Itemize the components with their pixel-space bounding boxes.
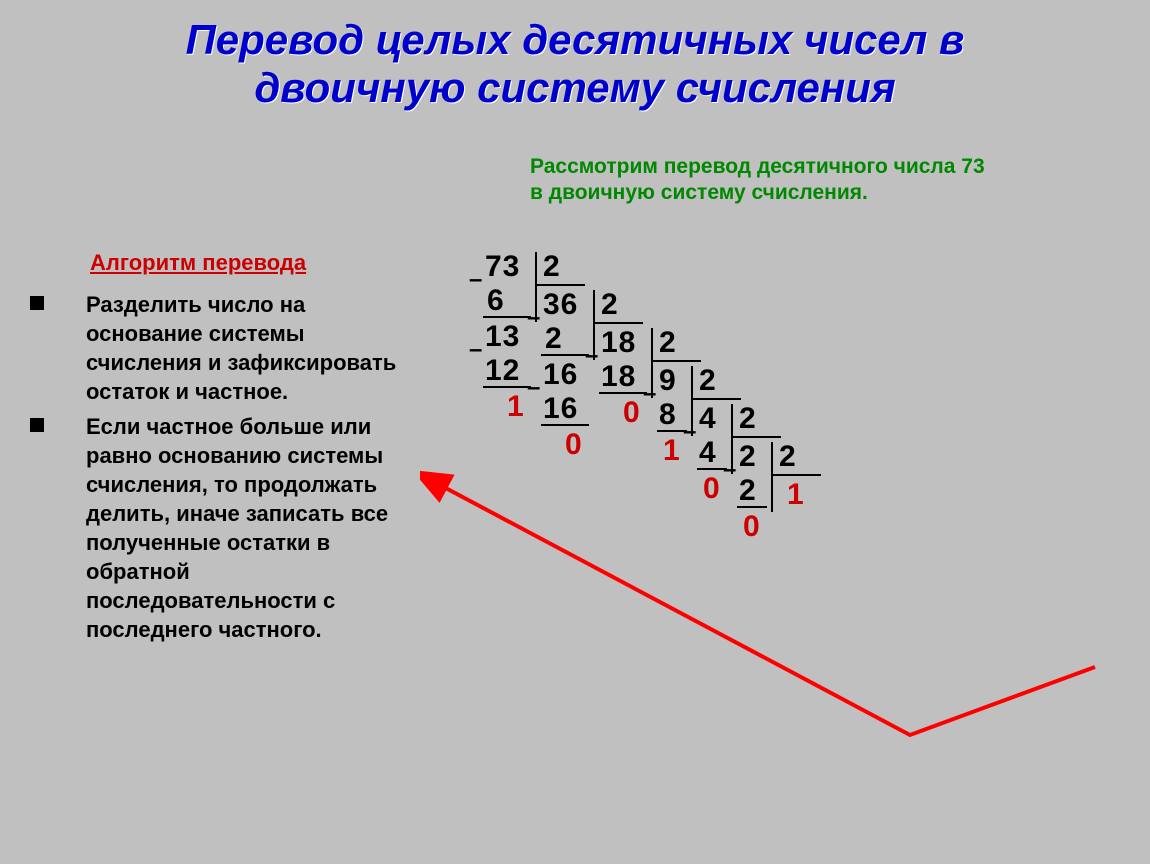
subtrahend: 18 <box>601 360 636 394</box>
remainder: 0 <box>623 396 641 430</box>
minus-sign: – <box>527 304 540 332</box>
divisor: 2 <box>659 326 677 360</box>
algorithm-step-text: Если частное больше или равно основанию … <box>86 412 420 644</box>
partial: 16 <box>543 358 578 392</box>
sub-line <box>541 354 589 356</box>
division-hline <box>731 436 781 438</box>
minus-sign: – <box>643 380 656 408</box>
subtrahend: 6 <box>487 284 505 318</box>
minus-sign: – <box>585 342 598 370</box>
partial: 13 <box>485 320 520 354</box>
division-hline <box>691 398 741 400</box>
dividend: 2 <box>739 440 757 474</box>
remainder: 1 <box>663 434 681 468</box>
subtrahend: 12 <box>485 354 520 388</box>
dividend: 73 <box>485 250 520 284</box>
algorithm-heading: Алгоритм перевода <box>90 250 306 276</box>
minus-sign: – <box>683 418 696 446</box>
divisor: 2 <box>699 364 717 398</box>
subtrahend: 8 <box>659 398 677 432</box>
bullet-icon <box>30 418 44 432</box>
long-division-diagram: 732–613–121362–216–160182–18092–8142–402… <box>445 250 1125 810</box>
division-hline <box>651 360 701 362</box>
algorithm-list: Разделить число на основание системы счи… <box>30 290 420 650</box>
sub-line <box>599 392 647 394</box>
sub-line <box>483 316 531 318</box>
title-line-1: Перевод целых десятичных чисел в <box>186 16 965 63</box>
algorithm-step-text: Разделить число на основание системы счи… <box>86 290 420 406</box>
divisor: 2 <box>779 440 797 474</box>
dividend: 18 <box>601 326 636 360</box>
bullet-icon <box>30 296 44 310</box>
divisor: 2 <box>601 288 619 322</box>
subtitle-line-2: в двоичную систему счисления. <box>530 181 868 204</box>
remainder: 0 <box>565 428 583 462</box>
subtrahend: 2 <box>545 322 563 356</box>
division-vline <box>771 442 773 512</box>
algorithm-step: Если частное больше или равно основанию … <box>30 412 420 644</box>
remainder: 0 <box>743 510 761 544</box>
subtrahend: 16 <box>543 392 578 426</box>
remainder: 0 <box>703 472 721 506</box>
minus-sign: – <box>527 374 540 402</box>
sub-line <box>737 506 767 508</box>
sub-line <box>483 386 531 388</box>
dividend: 9 <box>659 364 677 398</box>
division-hline <box>771 474 821 476</box>
dividend: 4 <box>699 402 717 436</box>
subtrahend: 4 <box>699 436 717 470</box>
minus-sign: – <box>469 266 482 294</box>
example-subtitle: Рассмотрим перевод десятичного числа 73 … <box>530 154 985 207</box>
divisor: 2 <box>543 250 561 284</box>
division-hline <box>593 322 643 324</box>
minus-sign: – <box>723 456 736 484</box>
dividend: 36 <box>543 288 578 322</box>
algorithm-step: Разделить число на основание системы счи… <box>30 290 420 406</box>
subtitle-line-1: Рассмотрим перевод десятичного числа 73 <box>530 155 985 178</box>
title-line-2: двоичную систему счисления <box>254 64 895 111</box>
final-quotient: 1 <box>787 478 805 512</box>
sub-line <box>541 424 589 426</box>
minus-sign: – <box>469 336 482 364</box>
divisor: 2 <box>739 402 757 436</box>
slide-title: Перевод целых десятичных чисел в двоичну… <box>0 0 1150 113</box>
division-hline <box>535 284 585 286</box>
remainder: 1 <box>507 390 525 424</box>
subtrahend: 2 <box>739 474 757 508</box>
